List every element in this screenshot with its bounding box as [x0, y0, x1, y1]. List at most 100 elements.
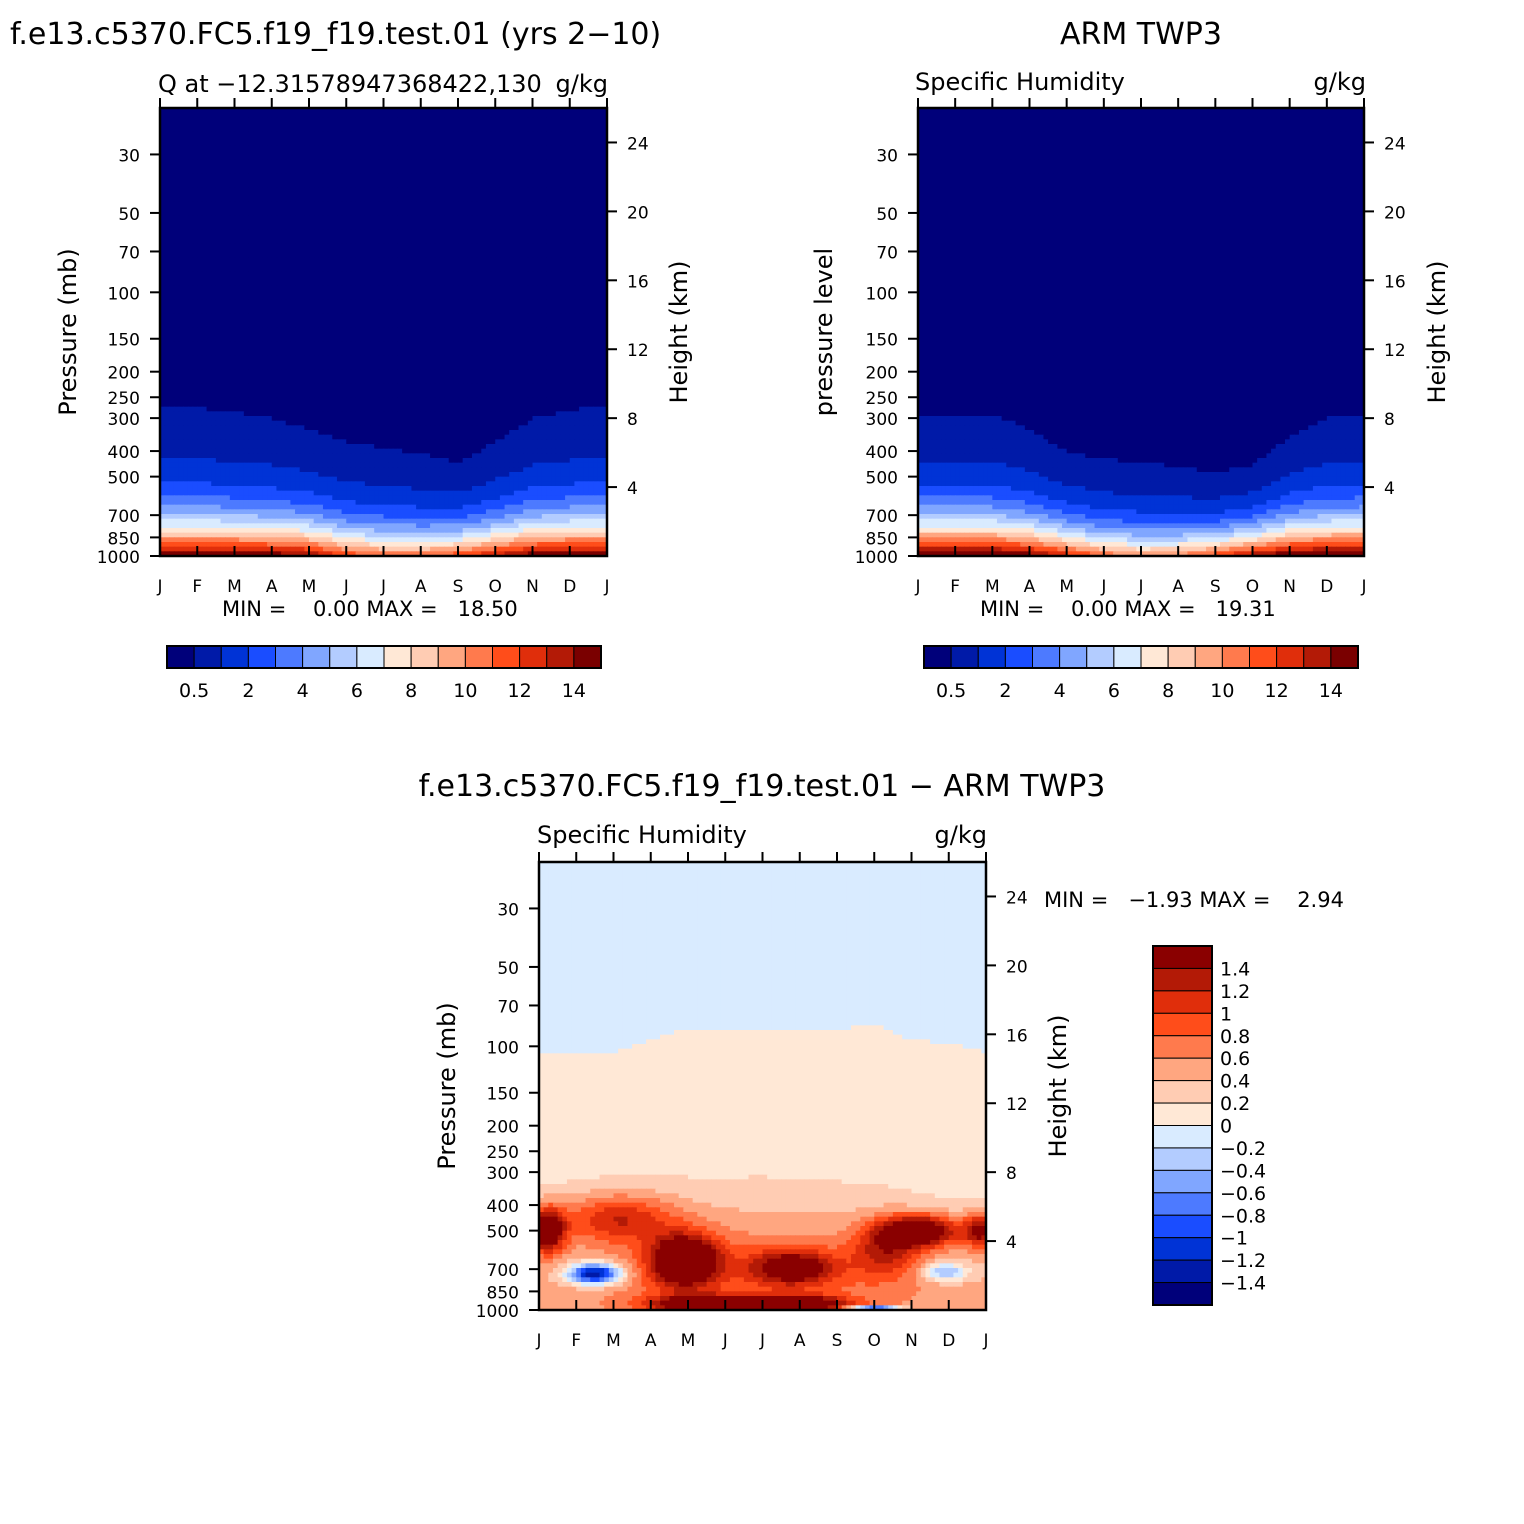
contour-cell [495, 182, 501, 188]
contour-cell [229, 262, 236, 268]
contour-cell [458, 126, 464, 132]
contour-cell [402, 271, 408, 277]
contour-cell [355, 215, 361, 221]
contour-cell [276, 215, 282, 221]
contour-cell [350, 126, 357, 132]
contour-cell [257, 192, 264, 198]
contour-cell [518, 145, 524, 151]
contour-cell [364, 313, 371, 319]
contour-cell [458, 313, 464, 319]
contour-cell [555, 131, 562, 137]
contour-cell [444, 173, 450, 179]
contour-cell [299, 122, 305, 128]
contour-cell [225, 192, 231, 198]
contour-cell [504, 192, 510, 198]
contour-cell [439, 150, 445, 156]
contour-cell [350, 346, 357, 352]
contour-cell [416, 182, 422, 188]
contour-cell [309, 322, 315, 328]
contour-cell [271, 210, 278, 216]
contour-cell [350, 154, 357, 160]
contour-cell [332, 206, 338, 212]
contour-cell [416, 112, 422, 118]
contour-cell [541, 299, 548, 305]
contour-cell [397, 252, 403, 258]
contour-cell [201, 290, 208, 296]
contour-cell [397, 238, 403, 244]
contour-cell [555, 182, 562, 188]
contour-cell [458, 234, 464, 240]
contour-cell [276, 140, 282, 146]
contour-cell [350, 327, 357, 333]
contour-cell [462, 327, 468, 333]
contour-cell [248, 234, 254, 240]
contour-cell [420, 332, 427, 338]
contour-cell [281, 145, 287, 151]
contour-cell [336, 313, 343, 319]
contour-cell [201, 346, 208, 352]
contour-cell [490, 262, 496, 268]
contour-cell [471, 117, 478, 123]
contour-cell [285, 145, 291, 151]
contour-cell [467, 164, 473, 170]
contour-cell [276, 336, 282, 342]
contour-cell [416, 341, 422, 347]
contour-cell [411, 271, 417, 277]
contour-cell [551, 112, 557, 118]
contour-cell [290, 266, 296, 272]
contour-cell [378, 159, 385, 165]
contour-cell [555, 140, 562, 146]
contour-cell [509, 262, 515, 268]
contour-cell [341, 262, 347, 268]
contour-cell [416, 327, 422, 333]
contour-cell [481, 168, 487, 174]
contour-cell [183, 299, 189, 305]
contour-cell [425, 140, 431, 146]
contour-cell [560, 271, 566, 277]
contour-cell [271, 336, 278, 342]
contour-cell [332, 243, 338, 249]
contour-cell [509, 290, 515, 296]
contour-cell [355, 117, 361, 123]
contour-cell [597, 276, 603, 282]
contour-cell [267, 234, 273, 240]
contour-cell [444, 276, 450, 282]
contour-cell [341, 168, 347, 174]
contour-cell [430, 122, 436, 128]
contour-cell [397, 206, 403, 212]
contour-cell [239, 131, 245, 137]
contour-cell [523, 346, 529, 352]
contour-cell [448, 164, 454, 170]
contour-cell [392, 243, 399, 249]
contour-cell [499, 210, 506, 216]
contour-cell [579, 126, 585, 132]
contour-cell [560, 341, 566, 347]
contour-cell [444, 136, 450, 142]
contour-cell [183, 187, 189, 193]
contour-cell [318, 178, 324, 184]
contour-cell [546, 131, 552, 137]
contour-cell [364, 210, 371, 216]
contour-cell [565, 164, 571, 170]
contour-cell [583, 313, 589, 319]
contour-cell [206, 318, 212, 324]
contour-cell [369, 122, 375, 128]
contour-cell [192, 145, 198, 151]
contour-cell [476, 243, 482, 249]
contour-cell [588, 262, 594, 268]
contour-cell [593, 154, 599, 160]
contour-cell [565, 112, 571, 118]
contour-cell [541, 220, 548, 226]
contour-cell [160, 196, 166, 202]
contour-cell [197, 164, 203, 170]
contour-cell [262, 210, 268, 216]
contour-cell [309, 318, 315, 324]
contour-cell [513, 262, 520, 268]
contour-cell [183, 131, 189, 137]
contour-cell [187, 154, 194, 160]
contour-cell [341, 313, 347, 319]
contour-cell [173, 290, 180, 296]
contour-cell [318, 290, 324, 296]
contour-cell [197, 159, 203, 165]
contour-cell [402, 299, 408, 305]
